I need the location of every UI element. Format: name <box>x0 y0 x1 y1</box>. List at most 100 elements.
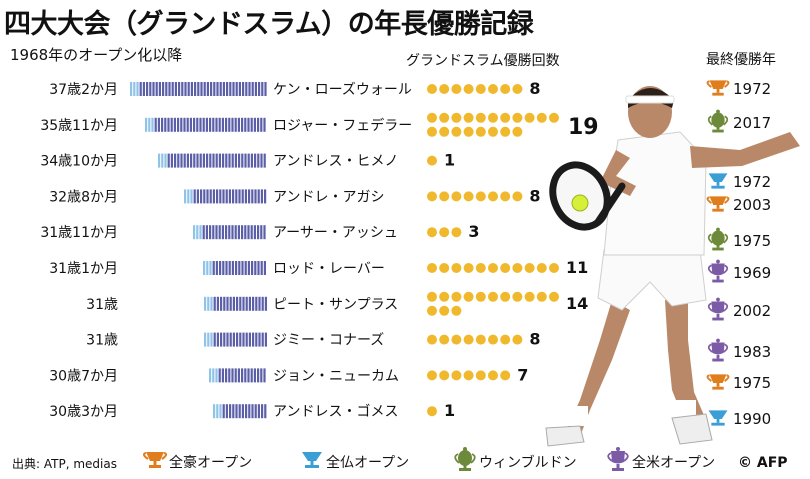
bar-stripe <box>136 82 139 96</box>
bar-stripe <box>183 117 186 132</box>
bar-stripe <box>257 404 260 419</box>
win-dot <box>549 263 559 273</box>
bar-stripe <box>228 261 231 275</box>
bar-stripe <box>221 225 224 240</box>
australian-trophy-icon <box>706 196 730 212</box>
bar-stripe <box>216 332 219 347</box>
bar-stripe <box>253 368 256 383</box>
age-bar <box>213 404 267 419</box>
source-note: 出典: ATP, medias <box>12 457 117 471</box>
bar-stripe <box>251 404 254 419</box>
bar-stripe <box>257 153 260 168</box>
win-dot <box>475 291 486 302</box>
win-dot <box>451 191 462 202</box>
bar-stripe <box>241 117 244 132</box>
bar-stripe <box>231 225 234 240</box>
legend-label: ウィンブルドン <box>479 455 577 471</box>
bar-stripe <box>216 296 219 311</box>
bar-stripe <box>238 261 241 275</box>
bar-stripe <box>161 153 164 168</box>
bar-stripe <box>247 261 250 275</box>
bar-stripe <box>232 189 235 204</box>
legend: 全豪オープン 全仏オープン ウィンブルドン 全米オープン <box>0 444 810 479</box>
wins-count: 8 <box>529 330 540 349</box>
bar-stripe <box>207 296 210 311</box>
bar-stripe <box>215 261 218 275</box>
age-label: 31歳1か月 <box>49 261 118 277</box>
player-leg-left <box>552 300 630 442</box>
racket-head <box>549 161 611 231</box>
player-shirt <box>603 131 707 256</box>
win-dot <box>427 191 437 202</box>
bar-stripe <box>254 404 257 419</box>
bar-stripe <box>244 153 247 168</box>
bar-stripe <box>221 117 224 132</box>
bar-stripe <box>228 153 231 168</box>
age-label: 35歳11か月 <box>40 118 118 134</box>
bar-stripe <box>232 296 235 311</box>
chart-row: 32歳8か月 アンドレ・アガシ 8 2003 <box>49 186 771 214</box>
wimbledon-legend-icon <box>454 447 476 471</box>
win-dot <box>427 126 437 137</box>
bar-stripe <box>235 261 238 275</box>
player-name: ケン・ローズウォール <box>273 82 412 98</box>
chart-row: 31歳 ピート・サンプラス 14 2002 <box>86 291 771 321</box>
legend-label: 全米オープン <box>632 455 716 471</box>
wimbledon-trophy-icon <box>707 109 729 133</box>
legend-label: 全豪オープン <box>169 455 253 471</box>
win-dot <box>475 191 486 202</box>
bar-stripe <box>210 296 213 311</box>
win-dot <box>463 263 474 273</box>
bar-stripe <box>199 117 202 132</box>
last-win-year: 2017 <box>733 114 771 132</box>
bar-stripe <box>194 82 197 96</box>
win-dot <box>427 263 437 273</box>
bar-stripe <box>238 153 241 168</box>
bar-stripe <box>139 82 142 96</box>
win-dot <box>475 334 486 345</box>
bar-stripe <box>222 189 225 204</box>
bar-stripe <box>193 117 196 132</box>
win-dot <box>463 334 474 345</box>
bar-stripe <box>218 368 221 383</box>
win-dot <box>439 370 450 381</box>
us-trophy-icon <box>707 338 729 362</box>
bar-stripe <box>155 82 158 96</box>
bar-stripe <box>187 189 190 204</box>
bar-stripe <box>253 117 256 132</box>
chart-row: 34歳10か月 アンドレス・ヒメノ 1 1972 <box>40 151 771 191</box>
bar-stripe <box>209 189 212 204</box>
bar-stripe <box>225 368 228 383</box>
bar-stripe <box>257 261 260 275</box>
win-dot <box>488 126 498 137</box>
win-dot <box>427 155 437 166</box>
bar-stripe <box>236 332 239 347</box>
win-dot <box>488 370 498 381</box>
bar-stripe <box>209 153 212 168</box>
bar-stripe <box>248 332 251 347</box>
bar-stripe <box>212 153 215 168</box>
win-dot <box>512 191 523 202</box>
bar-stripe <box>215 368 218 383</box>
bar-stripe <box>186 117 189 132</box>
wimbledon-trophy-icon <box>707 227 729 251</box>
player-name: アンドレス・ゴメス <box>273 403 398 420</box>
bar-stripe <box>229 296 232 311</box>
bar-stripe <box>231 261 234 275</box>
bar-stripe <box>204 296 207 311</box>
bar-stripe <box>247 368 250 383</box>
bar-stripe <box>248 82 251 96</box>
bar-stripe <box>180 153 183 168</box>
win-dot <box>439 263 450 273</box>
win-dot <box>439 126 450 137</box>
bar-stripe <box>234 117 237 132</box>
win-dot <box>451 112 462 123</box>
bar-stripe <box>174 153 177 168</box>
bar-stripe <box>130 82 133 96</box>
bar-stripe <box>190 82 193 96</box>
win-dot <box>463 370 474 381</box>
win-dot <box>427 227 437 238</box>
credit: © AFP <box>738 455 788 471</box>
win-dot <box>488 112 498 123</box>
win-dot <box>451 227 462 238</box>
